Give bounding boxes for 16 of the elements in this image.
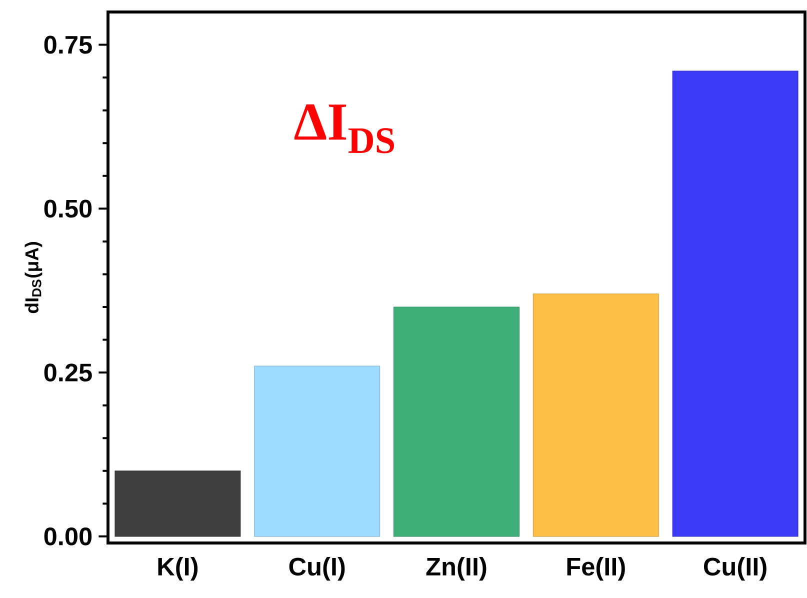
y-tick-label: 0.75 [44, 36, 92, 54]
y-tick-label: 0.50 [44, 200, 92, 218]
annotation: ΔI$_{DS}$ [294, 104, 394, 154]
y-axis-title: dI$_{DS}$(μA) [24, 242, 42, 314]
bar [532, 294, 659, 537]
bar [254, 366, 380, 537]
y-tick-label: 0.25 [44, 364, 92, 382]
bar [114, 470, 241, 537]
bar [393, 306, 520, 537]
x-tick-label: Zn(II) [426, 557, 486, 581]
x-tick-label: Fe(II) [567, 557, 625, 581]
x-tick-label: K(I) [158, 557, 198, 581]
y-tick-label: 0.00 [44, 527, 92, 546]
bar [672, 70, 798, 537]
x-tick-label: Cu(II) [704, 557, 766, 581]
x-tick-label: Cu(I) [289, 557, 345, 581]
